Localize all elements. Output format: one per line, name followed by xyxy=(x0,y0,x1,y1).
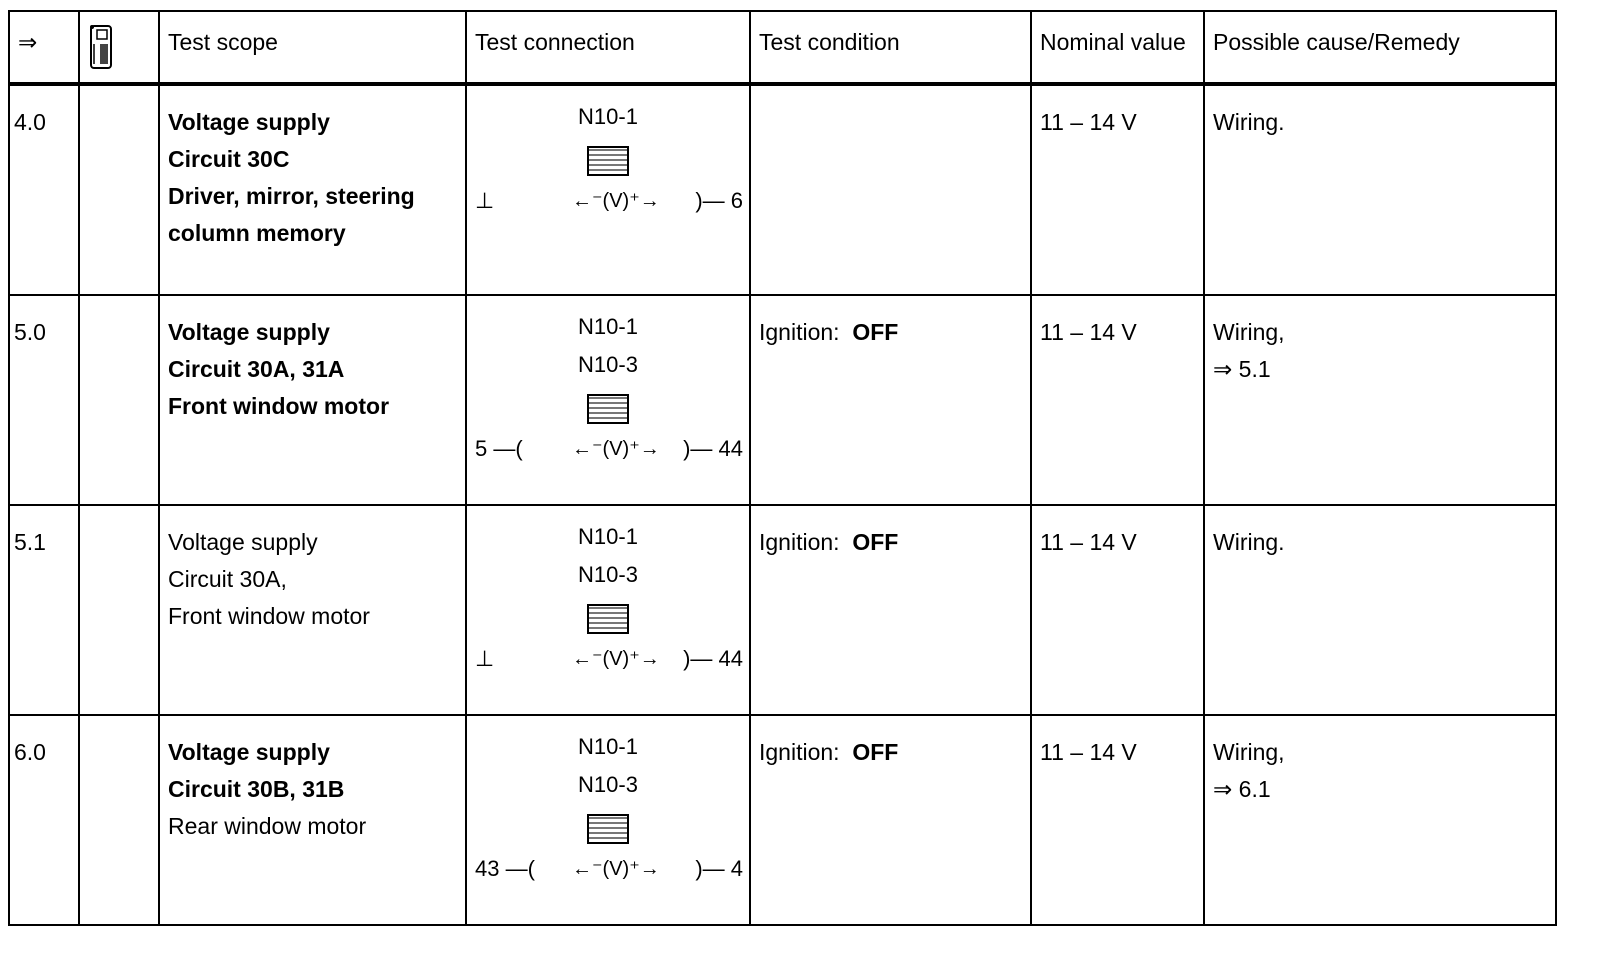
arrow-header: ⇒ xyxy=(18,29,38,55)
test-scope: Voltage supply Circuit 30C Driver, mirror,… xyxy=(160,86,465,252)
scope-line: Circuit 30B, 31B xyxy=(168,776,345,802)
remedy-line: Wiring, xyxy=(1213,319,1285,345)
left-pin: ⊥ xyxy=(475,646,495,671)
left-pin: 43 —( xyxy=(475,856,535,881)
scope-line: Circuit 30A, xyxy=(168,566,287,592)
table-row: 4.0 Voltage supply Circuit 30C Driver, mir… xyxy=(8,83,1557,296)
condition-value: OFF xyxy=(852,529,899,555)
voltmeter-icon: ←⁻(V)⁺→ xyxy=(572,858,660,880)
header-row: ⇒ Test scope Test connection Test condit… xyxy=(8,10,1557,86)
control-unit-icon xyxy=(587,394,629,424)
test-condition-header: Test condition xyxy=(759,29,900,55)
test-connection: N10-1 N10-3 ⊥ ←⁻(V)⁺→ )— 44 xyxy=(467,506,749,714)
connector-label: N10-1 xyxy=(578,104,638,129)
step-id: 5.0 xyxy=(14,319,46,345)
remedy: Wiring. xyxy=(1205,86,1555,141)
nominal-value-header: Nominal value xyxy=(1040,29,1186,55)
connector-label: N10-3 xyxy=(578,772,638,797)
connector-label: N10-1 xyxy=(578,314,638,339)
control-unit-icon xyxy=(587,604,629,634)
multimeter-icon xyxy=(80,12,158,81)
test-scope: Voltage supply Circuit 30A, Front window m… xyxy=(160,506,465,635)
connector-label: N10-3 xyxy=(578,562,638,587)
test-connection: N10-1 ⊥ ←⁻(V)⁺→ )— 6 xyxy=(467,86,749,294)
remedy-line: ⇒ 5.1 xyxy=(1213,356,1271,382)
scope-line: Voltage supply xyxy=(168,109,330,135)
control-unit-icon xyxy=(587,146,629,176)
connector-label: N10-1 xyxy=(578,524,638,549)
remedy-line: ⇒ 6.1 xyxy=(1213,776,1271,802)
condition-value: OFF xyxy=(852,739,899,765)
left-pin: 5 —( xyxy=(475,436,523,461)
step-id: 5.1 xyxy=(14,529,46,555)
step-id: 4.0 xyxy=(14,109,46,135)
nominal-value: 11 – 14 V xyxy=(1040,109,1137,135)
scope-line: Driver, mirror, steering xyxy=(168,183,415,209)
nominal-value: 11 – 14 V xyxy=(1040,319,1137,345)
test-condition: Ignition: OFF xyxy=(751,716,1030,771)
remedy: Wiring, ⇒ 5.1 xyxy=(1205,296,1555,388)
condition-label: Ignition: xyxy=(759,739,840,765)
table-row: 5.1 Voltage supply Circuit 30A, Front wind… xyxy=(8,504,1557,716)
right-pin: )— 6 xyxy=(695,188,743,213)
scope-line: Front window motor xyxy=(168,603,370,629)
remedy-header: Possible cause/Remedy xyxy=(1213,29,1460,55)
test-condition: Ignition: OFF xyxy=(751,296,1030,351)
remedy-line: Wiring. xyxy=(1213,529,1285,555)
table-row: 5.0 Voltage supply Circuit 30A, 31A Front … xyxy=(8,294,1557,506)
connector-label: N10-3 xyxy=(578,352,638,377)
nominal-value: 11 – 14 V xyxy=(1040,739,1137,765)
condition-value: OFF xyxy=(852,319,899,345)
scope-line: Front window motor xyxy=(168,393,390,419)
control-unit-icon xyxy=(587,814,629,844)
table-row: 6.0 Voltage supply Circuit 30B, 31B Rear w… xyxy=(8,714,1557,926)
test-condition: Ignition: OFF xyxy=(751,506,1030,561)
step-id: 6.0 xyxy=(14,739,46,765)
scope-line: Circuit 30A, 31A xyxy=(168,356,345,382)
right-pin: )— 44 xyxy=(683,646,743,671)
test-scope: Voltage supply Circuit 30A, 31A Front wind… xyxy=(160,296,465,425)
scope-line: Voltage supply xyxy=(168,529,318,555)
condition-label: Ignition: xyxy=(759,529,840,555)
connector-label: N10-1 xyxy=(578,734,638,759)
scope-line: Voltage supply xyxy=(168,739,330,765)
test-connection: N10-1 N10-3 43 —( ←⁻(V)⁺→ )— 4 xyxy=(467,716,749,924)
test-table: ⇒ Test scope Test connection Test condit… xyxy=(8,10,1557,926)
test-connection: N10-1 N10-3 5 —( ←⁻(V)⁺→ )— 44 xyxy=(467,296,749,504)
nominal-value: 11 – 14 V xyxy=(1040,529,1137,555)
remedy-line: Wiring. xyxy=(1213,109,1285,135)
voltmeter-icon: ←⁻(V)⁺→ xyxy=(572,648,660,670)
voltmeter-icon: ←⁻(V)⁺→ xyxy=(572,438,660,460)
voltmeter-icon: ←⁻(V)⁺→ xyxy=(572,190,660,212)
remedy: Wiring, ⇒ 6.1 xyxy=(1205,716,1555,808)
test-connection-header: Test connection xyxy=(475,29,635,55)
right-pin: )— 44 xyxy=(683,436,743,461)
scope-line: column memory xyxy=(168,220,346,246)
right-pin: )— 4 xyxy=(695,856,743,881)
remedy-line: Wiring, xyxy=(1213,739,1285,765)
test-condition xyxy=(751,86,1030,141)
scope-line: Circuit 30C xyxy=(168,146,290,172)
test-scope-header: Test scope xyxy=(168,29,278,55)
condition-label: Ignition: xyxy=(759,319,840,345)
scope-line: Voltage supply xyxy=(168,319,330,345)
left-pin: ⊥ xyxy=(475,188,495,213)
test-scope: Voltage supply Circuit 30B, 31B Rear windo… xyxy=(160,716,465,845)
scope-line: Rear window motor xyxy=(168,813,367,839)
remedy: Wiring. xyxy=(1205,506,1555,561)
